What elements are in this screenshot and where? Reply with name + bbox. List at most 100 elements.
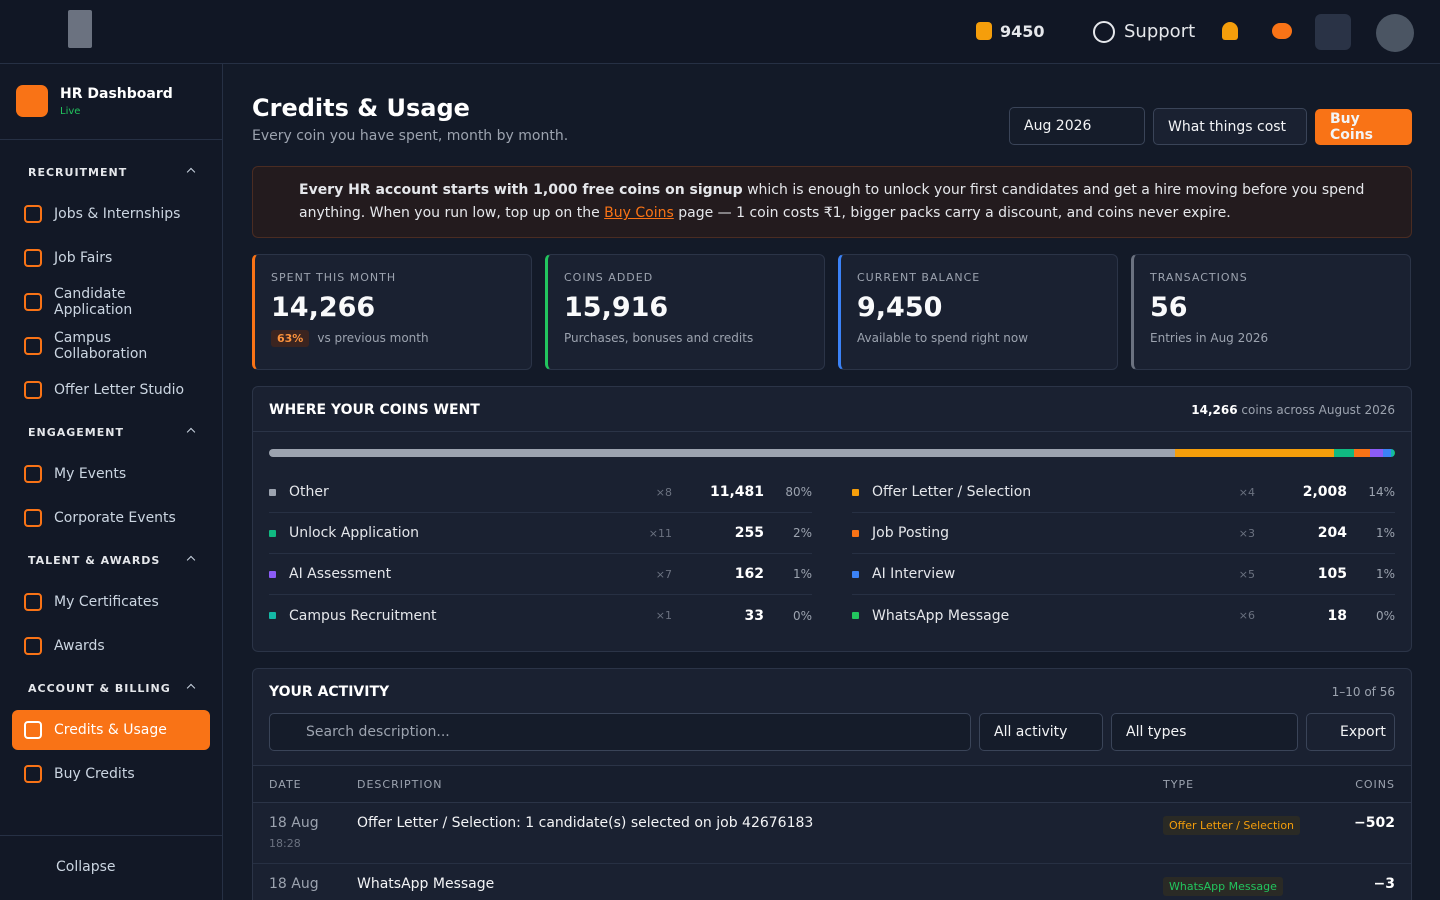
activity-table: DATE DESCRIPTION TYPE COINS 18 Aug 18:28 Offer… <box>253 765 1411 900</box>
support-link[interactable]: Support <box>1124 21 1196 42</box>
nav-section: ACCOUNT & BILLING <box>0 674 222 702</box>
divider <box>0 139 222 140</box>
column-header: DESCRIPTION <box>357 778 443 791</box>
nav-item[interactable]: Awards <box>12 626 210 666</box>
nav-item[interactable]: Job Fairs <box>12 238 210 278</box>
legend-dot <box>852 529 859 537</box>
stat-label: TRANSACTIONS <box>1150 271 1248 284</box>
breakdown-row: AI Interview ×5 105 1% <box>852 554 1395 595</box>
breakdown-row: Offer Letter / Selection ×4 2,008 14% <box>852 472 1395 513</box>
stat-value: 14,266 <box>271 292 376 323</box>
item-coins: 33 <box>744 607 764 624</box>
logo[interactable] <box>68 10 92 48</box>
item-count: ×4 <box>1238 485 1255 499</box>
notice-text: page — 1 coin costs ₹1, bigger packs car… <box>673 205 1231 221</box>
notice-text: which is enough to unlock your first can… <box>299 182 1365 221</box>
nav-label: Buy Credits <box>54 766 135 782</box>
legend-dot <box>269 570 276 578</box>
stat-label: CURRENT BALANCE <box>857 271 981 284</box>
stat-note: Entries in Aug 2026 <box>1150 331 1394 345</box>
notice-link[interactable]: Buy Coins <box>604 205 674 221</box>
nav-section: ENGAGEMENT <box>0 418 222 446</box>
activity-filter[interactable]: All activity <box>979 713 1103 751</box>
row-type: Offer Letter / Selection <box>1163 816 1301 835</box>
nav: RECRUITMENT Jobs & Internships Job Fairs Ca… <box>0 158 222 798</box>
stat-value: 56 <box>1150 292 1188 323</box>
search-box[interactable]: Search description... <box>269 713 971 751</box>
breakdown-row: WhatsApp Message ×6 18 0% <box>852 595 1395 636</box>
stat-value: 9,450 <box>857 292 943 323</box>
item-name: WhatsApp Message <box>872 607 1010 624</box>
item-coins: 11,481 <box>709 484 764 500</box>
spacer <box>0 574 222 582</box>
column-header: DATE <box>269 778 302 791</box>
nav-item[interactable]: Candidate Application <box>12 282 210 322</box>
breakdown-list: Other ×8 11,481 80% Offer Letter / Selection… <box>269 472 1395 636</box>
section-toggle[interactable] <box>186 427 196 437</box>
activity-card: YOUR ACTIVITY 1–10 of 56 Search descript… <box>252 668 1412 900</box>
nav-item[interactable]: Credits & Usage <box>12 710 210 750</box>
item-share: 0% <box>1375 608 1395 623</box>
stat-card: CURRENT BALANCE 9,450 Available to spend r… <box>838 254 1118 370</box>
nav-item[interactable]: Jobs & Internships <box>12 194 210 234</box>
nav-section: TALENT & AWARDS <box>0 546 222 574</box>
bar-segment <box>269 449 1176 457</box>
stat-note-text: Purchases, bonuses and credits <box>564 331 754 345</box>
divider <box>253 431 1411 432</box>
item-share: 80% <box>785 485 812 499</box>
item-share: 0% <box>792 608 812 623</box>
item-count: ×5 <box>1238 567 1255 581</box>
coin-balance[interactable]: 9450 <box>1000 22 1045 41</box>
breakdown-total: 14,266 coins across August 2026 <box>1191 403 1395 417</box>
collapse-button[interactable]: Collapse <box>56 859 116 875</box>
bar-segment <box>1393 449 1395 457</box>
legend-dot <box>852 612 859 619</box>
item-count: ×7 <box>655 567 672 581</box>
type-filter[interactable]: All types <box>1111 713 1298 751</box>
nav-label: Offer Letter Studio <box>54 382 185 398</box>
theme-toggle[interactable] <box>1315 14 1351 50</box>
nav-item[interactable]: Buy Credits <box>12 754 210 794</box>
month-select[interactable]: Aug 2026 <box>1009 107 1145 145</box>
stat-label: COINS ADDED <box>564 271 654 284</box>
notice-bold: Every HR account starts with 1,000 free … <box>299 182 743 198</box>
spacer <box>0 446 222 454</box>
row-date: 18 Aug <box>269 815 319 831</box>
page-title: Credits & Usage <box>252 94 470 122</box>
nav-item[interactable]: Corporate Events <box>12 498 210 538</box>
item-count: ×3 <box>1238 526 1255 540</box>
nav-item[interactable]: Offer Letter Studio <box>12 370 210 410</box>
breakdown-title: WHERE YOUR COINS WENT <box>269 402 480 418</box>
nav-icon <box>24 205 42 223</box>
notifications[interactable] <box>1222 22 1238 40</box>
section-toggle[interactable] <box>186 167 196 177</box>
avatar[interactable] <box>1376 14 1414 52</box>
legend-dot <box>269 612 276 619</box>
item-name: AI Assessment <box>289 566 392 582</box>
cost-button[interactable]: What things cost <box>1153 108 1307 145</box>
nav-label: Awards <box>54 638 105 654</box>
buy-button[interactable]: Buy Coins <box>1315 109 1412 145</box>
nav-item[interactable]: My Certificates <box>12 582 210 622</box>
main: Credits & Usage Every coin you have spen… <box>252 64 1412 900</box>
messages[interactable] <box>1272 23 1292 39</box>
export-button[interactable]: Export <box>1306 713 1395 751</box>
stat-note-text: vs previous month <box>317 331 429 345</box>
row-description: WhatsApp Message <box>357 876 495 892</box>
app-title: HR Dashboard <box>60 86 173 102</box>
bar-segment <box>1175 449 1334 457</box>
stat-value: 15,916 <box>564 292 669 323</box>
nav-item[interactable]: My Events <box>12 454 210 494</box>
nav-item[interactable]: Campus Collaboration <box>12 326 210 366</box>
section-toggle[interactable] <box>186 683 196 693</box>
section-toggle[interactable] <box>186 555 196 565</box>
item-name: AI Interview <box>872 566 956 582</box>
column-header: TYPE <box>1163 778 1195 791</box>
breakdown-row: AI Assessment ×7 162 1% <box>269 554 812 595</box>
stat-change: 63% <box>271 330 310 347</box>
stat-card: SPENT THIS MONTH 14,266 63% vs previous mon… <box>252 254 532 370</box>
section-title: TALENT & AWARDS <box>28 553 161 567</box>
nav-label: Jobs & Internships <box>54 206 181 222</box>
item-coins: 255 <box>734 525 764 541</box>
nav-icon <box>24 465 42 483</box>
